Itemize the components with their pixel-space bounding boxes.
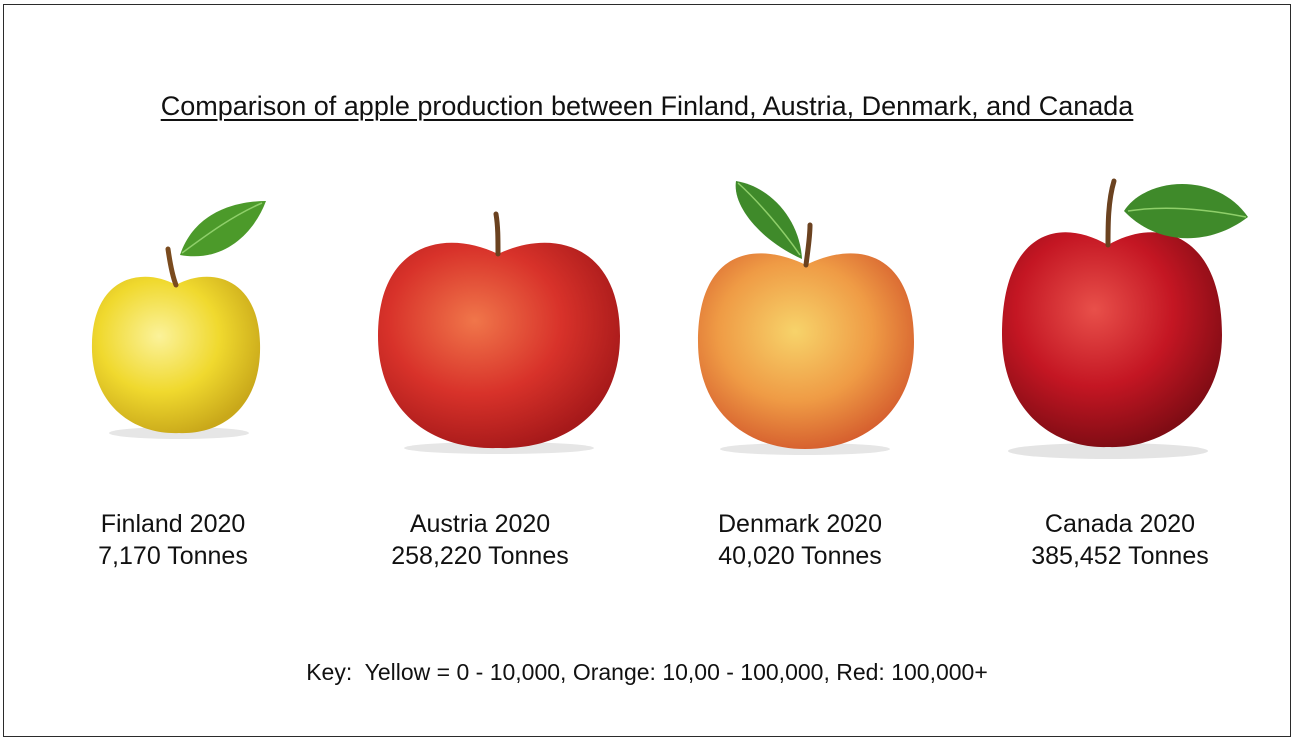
canada-label: Canada 2020 385,452 Tonnes	[970, 508, 1270, 572]
title-text: Comparison of apple production between F…	[160, 91, 1134, 121]
canada-production: 385,452 Tonnes	[1031, 542, 1209, 570]
denmark-production: 40,020 Tonnes	[718, 542, 882, 570]
slide-frame: Comparison of apple production between F…	[3, 4, 1291, 737]
color-key: Key: Yellow = 0 - 10,000, Orange: 10,00 …	[306, 659, 988, 685]
canada-country-year: Canada 2020	[1044, 510, 1196, 538]
austria-label: Austria 2020 258,220 Tonnes	[330, 508, 630, 572]
austria-country-year: Austria 2020	[409, 510, 551, 538]
finland-apple-image	[84, 193, 274, 443]
canada-apple-image	[996, 173, 1256, 463]
diagram-title: Comparison of apple production between F…	[4, 91, 1290, 122]
austria-production: 258,220 Tonnes	[391, 542, 569, 570]
denmark-country-year: Denmark 2020	[718, 510, 882, 538]
finland-country-year: Finland 2020	[100, 510, 246, 538]
austria-apple-image	[374, 208, 624, 458]
finland-label: Finland 2020 7,170 Tonnes	[23, 508, 323, 572]
denmark-apple-image	[692, 177, 922, 457]
denmark-label: Denmark 2020 40,020 Tonnes	[650, 508, 950, 572]
finland-production: 7,170 Tonnes	[98, 542, 248, 570]
